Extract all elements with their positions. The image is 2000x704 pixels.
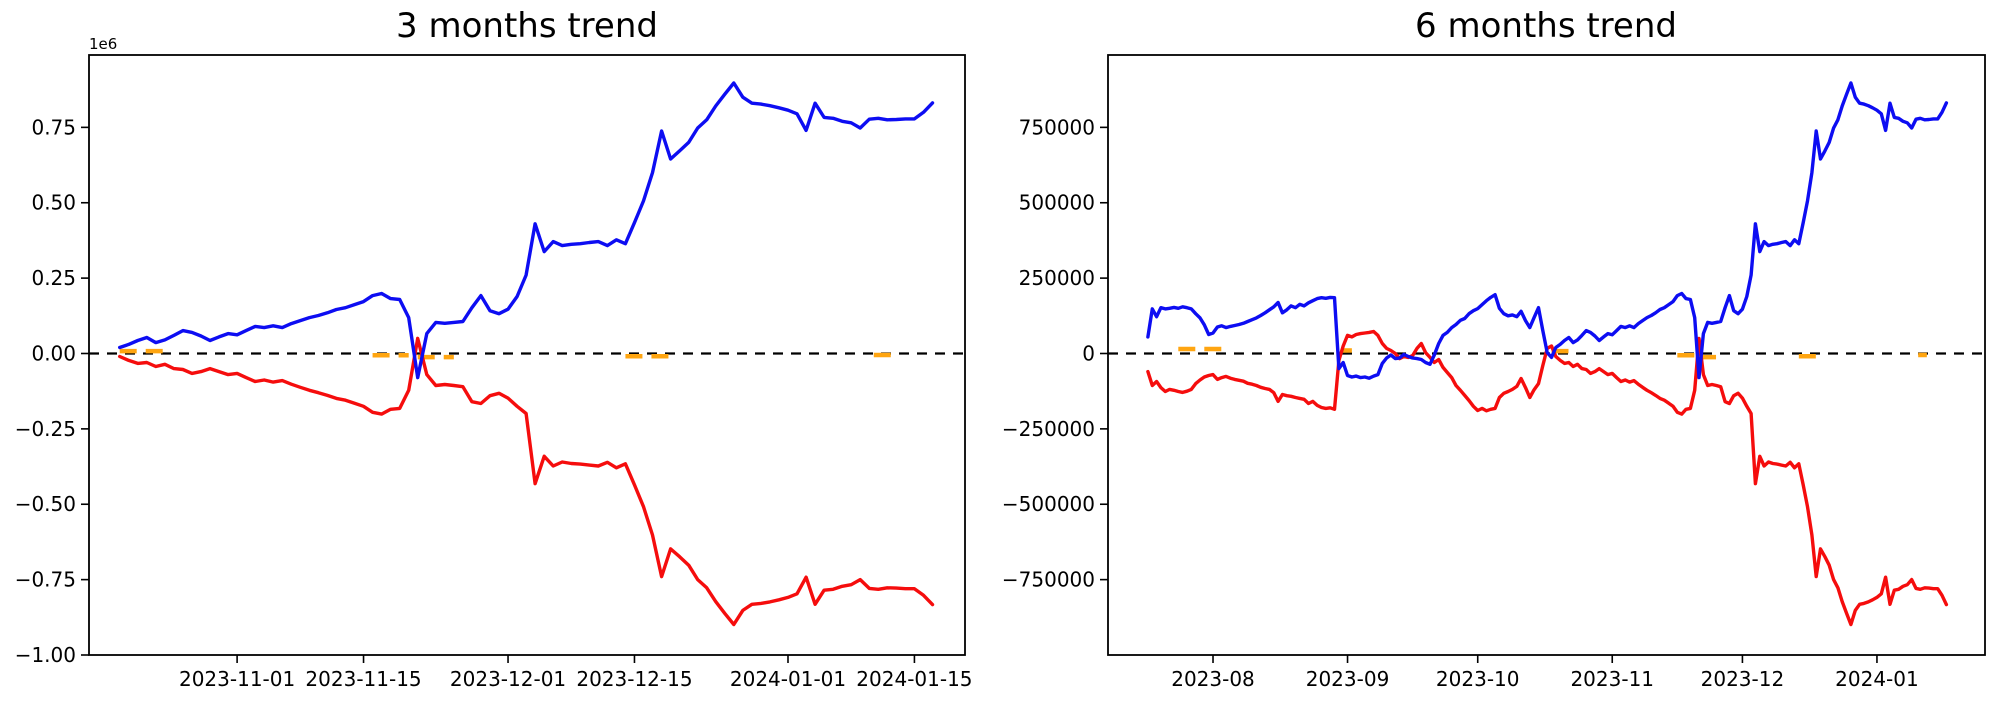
x-tick-label: 2023-12-01 <box>450 667 566 691</box>
y-tick-label: 0 <box>1082 341 1095 365</box>
y-tick-label: −1.00 <box>15 643 76 667</box>
six-months-chart-data-group <box>1108 81 1985 627</box>
x-tick-label: 2023-12 <box>1701 667 1785 691</box>
y-tick-label: 250000 <box>1019 266 1095 290</box>
three-months-title: 3 months trend <box>396 6 658 46</box>
x-tick-label: 2023-11-01 <box>179 667 295 691</box>
y-tick-label: 0.50 <box>31 191 76 215</box>
y-tick-label: −0.50 <box>15 492 76 516</box>
y-tick-label: −0.25 <box>15 417 76 441</box>
x-tick-label: 2024-01-01 <box>730 667 846 691</box>
x-tick-label: 2023-11-15 <box>305 667 421 691</box>
negative-trend-line <box>117 336 935 627</box>
y-tick-label: 0.25 <box>31 266 76 290</box>
six-months-chart-plot-area <box>1107 54 1986 656</box>
x-tick-label: 2023-09 <box>1306 667 1390 691</box>
three-months-chart-plot-area <box>88 54 966 656</box>
negative-trend-line <box>1146 329 1949 627</box>
positive-trend-line <box>117 81 935 380</box>
x-tick-label: 2023-08 <box>1171 667 1255 691</box>
x-tick-label: 2024-01-15 <box>856 667 972 691</box>
y-tick-label: 0.00 <box>31 341 76 365</box>
x-tick-label: 2023-10 <box>1436 667 1520 691</box>
three-months-chart-data-group <box>89 81 965 627</box>
y-tick-label: −750000 <box>1002 568 1095 592</box>
positive-trend-line <box>1146 81 1949 380</box>
three-months-chart-group: 0.75 0.50 0.25 0.00 −0.25 −0.50 −0.75 −1.00 2023… <box>15 35 973 691</box>
x-tick-label: 2023-11 <box>1570 667 1654 691</box>
y-tick-label: −250000 <box>1002 417 1095 441</box>
y-tick-label: 500000 <box>1019 191 1095 215</box>
x-tick-label: 2024-01 <box>1835 667 1919 691</box>
y-tick-label: 750000 <box>1019 115 1095 139</box>
six-months-title: 6 months trend <box>1415 6 1677 46</box>
x-tick-label: 2023-12-15 <box>576 667 692 691</box>
y-tick-label: −0.75 <box>15 568 76 592</box>
six-months-chart-group: 750000 500000 250000 0 −250000 −500000 −750000… <box>1002 54 1986 691</box>
axis-offset-label: 1e6 <box>89 35 117 53</box>
y-tick-label: 0.75 <box>31 115 76 139</box>
y-tick-label: −500000 <box>1002 492 1095 516</box>
